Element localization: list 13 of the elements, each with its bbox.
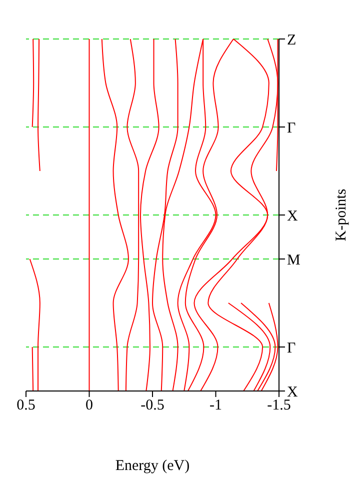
x-tick-label: -0.5 <box>140 398 164 414</box>
x-tick-label: -1 <box>210 398 222 414</box>
y-tick-label: Γ <box>287 340 296 356</box>
y-tick-label: M <box>287 252 300 268</box>
x-tick-label: 0 <box>86 398 93 414</box>
y-axis-title: K-points <box>333 188 350 242</box>
x-tick-label: 0.5 <box>16 398 36 414</box>
y-tick-label: Γ <box>287 120 296 136</box>
x-tick-label: -1.5 <box>267 398 291 414</box>
y-tick-label: X <box>287 208 298 224</box>
x-axis-title: Energy (eV) <box>115 458 190 474</box>
y-tick-label: X <box>287 384 298 400</box>
y-tick-label: Z <box>287 32 296 48</box>
